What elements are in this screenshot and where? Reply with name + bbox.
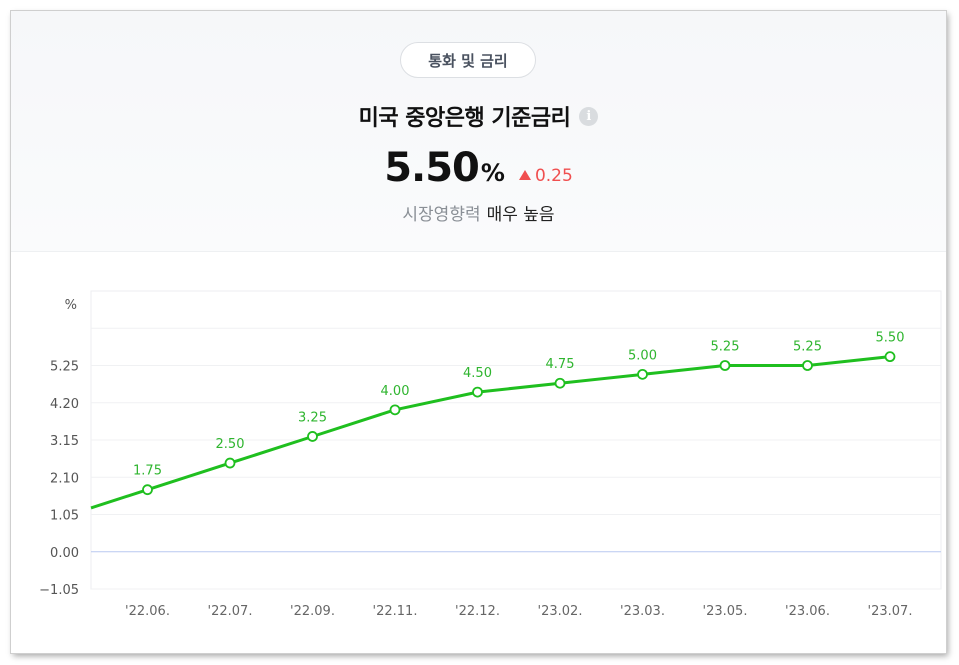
data-label: 1.75 (133, 464, 162, 479)
current-rate-value: 5.50 (384, 145, 480, 191)
x-tick-label: '23.03. (620, 604, 665, 619)
data-point (884, 351, 896, 363)
rate-change: 0.25 (518, 166, 573, 186)
current-rate-unit: % (480, 159, 505, 187)
data-label: 3.25 (298, 410, 327, 425)
value-row: 5.50 % 0.25 (11, 145, 946, 195)
rate-line-chart: −1.05 0.00 1.05 2.10 3.15 4.20 5.25% '22.06. '22… (39, 290, 942, 619)
data-label: 5.50 (876, 331, 905, 346)
info-icon[interactable]: i (579, 106, 599, 126)
y-tick-label: −1.05 (39, 583, 79, 598)
data-label: 4.00 (381, 384, 410, 399)
impact-value: 매우 높음 (486, 204, 555, 225)
x-tick-label: '22.06. (125, 604, 170, 619)
y-tick-label: 4.20 (50, 397, 79, 412)
x-tick-label: '23.06. (785, 604, 830, 619)
data-point (224, 457, 236, 469)
up-triangle-icon (518, 170, 531, 180)
y-tick-label: 3.15 (50, 434, 79, 449)
data-point (142, 484, 153, 496)
market-impact: 시장영향력 매우 높음 (11, 199, 946, 225)
x-tick-label: '23.07. (868, 604, 913, 619)
x-tick-label: '23.02. (538, 604, 583, 619)
x-tick-label: '22.12. (455, 604, 500, 619)
data-label: 5.00 (628, 348, 657, 363)
data-label: 5.25 (711, 340, 740, 355)
card-header: 통화 및 금리 미국 중앙은행 기준금리 i 5.50 % 0.25 시장영향력… (11, 11, 946, 252)
x-tick-label: '23.05. (703, 604, 748, 619)
y-axis-unit: % (65, 298, 77, 313)
x-tick-label: '22.07. (208, 604, 253, 619)
data-label: 2.50 (216, 437, 245, 452)
x-tick-label: '22.11. (373, 604, 418, 619)
y-tick-label: 1.05 (50, 509, 79, 524)
data-label: 5.25 (793, 340, 822, 355)
data-point (389, 404, 401, 416)
y-tick-label: 0.00 (50, 546, 79, 561)
data-point (802, 360, 813, 371)
data-label: 4.50 (463, 366, 492, 381)
data-label: 4.75 (546, 357, 575, 372)
data-point (637, 368, 648, 380)
data-point (719, 360, 731, 371)
data-point (307, 431, 318, 442)
y-tick-label: 2.10 (50, 471, 79, 486)
page-title: 미국 중앙은행 기준금리 (358, 106, 571, 131)
data-point (554, 377, 566, 389)
impact-label: 시장영향력 (402, 204, 481, 225)
x-tick-label: '22.09. (290, 604, 335, 619)
rate-card: 통화 및 금리 미국 중앙은행 기준금리 i 5.50 % 0.25 시장영향력… (11, 11, 946, 653)
data-point (472, 386, 483, 398)
category-tag[interactable]: 통화 및 금리 (400, 42, 536, 78)
y-tick-label: 5.25 (50, 360, 79, 375)
title-row: 미국 중앙은행 기준금리 i (11, 99, 946, 133)
rate-change-value: 0.25 (534, 166, 573, 186)
